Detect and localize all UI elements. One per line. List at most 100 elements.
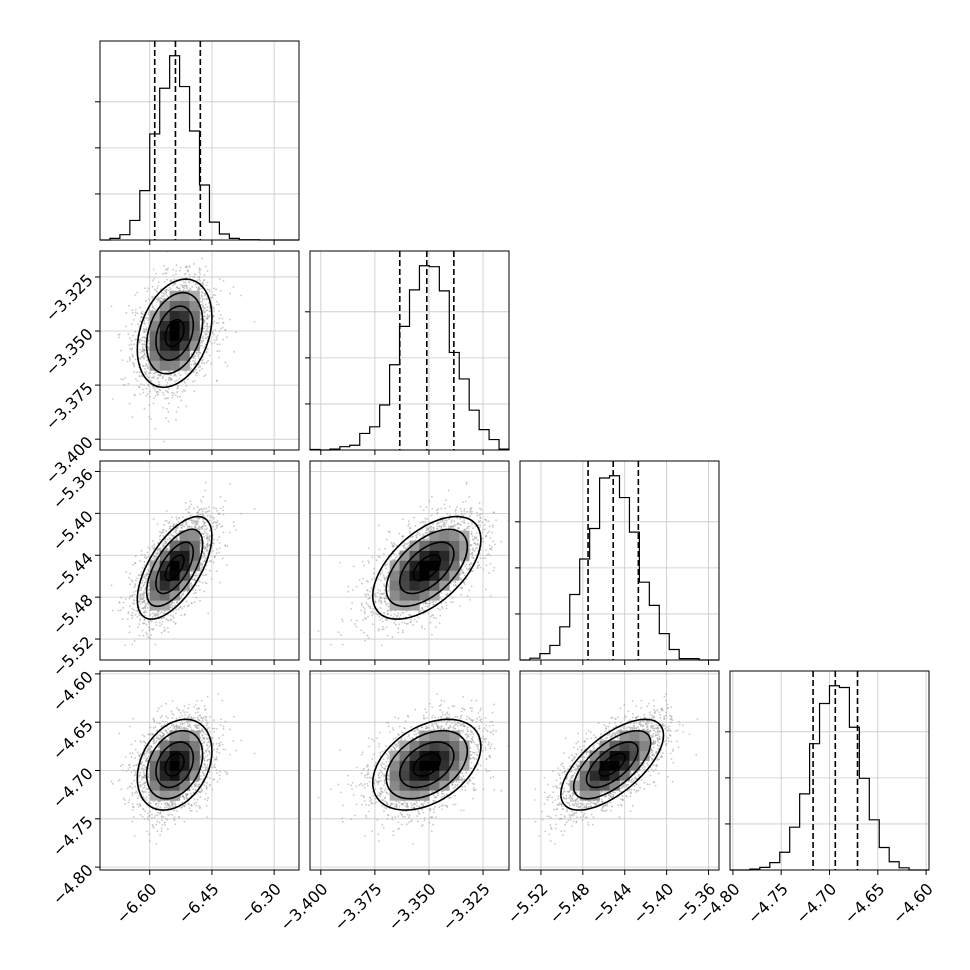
scatter-point	[150, 418, 152, 421]
scatter-point	[153, 543, 155, 546]
scatter-point	[209, 516, 212, 519]
scatter-point	[138, 574, 141, 577]
scatter-point	[142, 607, 145, 609]
scatter-point	[206, 533, 209, 536]
scatter-point	[195, 591, 197, 594]
scatter-point	[229, 318, 231, 321]
scatter-point	[208, 288, 211, 291]
scatter-point	[128, 304, 130, 307]
scatter-point	[222, 513, 225, 516]
scatter-point	[202, 304, 205, 307]
scatter-point	[162, 295, 165, 297]
scatter-point	[202, 574, 204, 577]
scatter-point	[188, 265, 191, 267]
scatter-point	[190, 363, 193, 366]
scatter-point	[138, 597, 141, 599]
scatter-point	[235, 529, 238, 531]
scatter-point	[163, 616, 166, 619]
scatter-point	[148, 404, 151, 407]
scatter-point	[169, 374, 172, 376]
scatter-point	[152, 375, 155, 378]
scatter-point	[165, 288, 168, 291]
scatter-point	[172, 615, 174, 617]
scatter-point	[204, 265, 207, 268]
scatter-point	[144, 557, 147, 560]
scatter-point	[221, 317, 224, 320]
scatter-point	[134, 294, 137, 296]
scatter-point	[196, 574, 198, 576]
scatter-point	[170, 618, 173, 621]
scatter-point	[206, 325, 209, 328]
scatter-point	[143, 564, 146, 567]
scatter-point	[196, 506, 199, 509]
scatter-point	[122, 607, 125, 609]
scatter-point	[208, 539, 211, 542]
scatter-point	[143, 354, 146, 357]
scatter-point	[134, 555, 137, 558]
scatter-point	[229, 292, 232, 295]
scatter-point	[169, 614, 172, 617]
scatter-point	[183, 287, 186, 290]
scatter-point	[213, 333, 215, 336]
scatter-point	[191, 359, 194, 362]
scatter-point	[209, 514, 211, 517]
scatter-point	[196, 352, 198, 354]
scatter-point	[141, 579, 144, 582]
scatter-point	[220, 507, 222, 510]
scatter-point	[191, 380, 194, 383]
scatter-point	[161, 610, 163, 613]
scatter-point	[218, 303, 221, 306]
scatter-point	[209, 296, 212, 299]
scatter-point	[225, 336, 228, 339]
scatter-point	[155, 289, 158, 292]
scatter-point	[204, 307, 206, 310]
scatter-point	[110, 305, 113, 308]
scatter-point	[178, 372, 180, 375]
scatter-point	[213, 506, 215, 509]
scatter-point	[162, 377, 164, 380]
scatter-point	[158, 384, 161, 386]
scatter-point	[147, 313, 150, 316]
scatter-point	[148, 629, 151, 632]
scatter-point	[190, 367, 193, 370]
scatter-point	[133, 609, 135, 611]
scatter-point	[133, 640, 136, 642]
scatter-point	[202, 358, 204, 361]
scatter-point	[141, 566, 144, 569]
scatter-point	[165, 407, 168, 410]
scatter-point	[202, 525, 204, 528]
scatter-point	[149, 548, 152, 550]
scatter-point	[203, 298, 205, 301]
panel-frame	[99, 40, 300, 241]
scatter-point	[156, 393, 159, 396]
scatter-point	[175, 532, 178, 535]
scatter-point	[193, 276, 196, 278]
scatter-point	[121, 618, 124, 620]
scatter-point	[206, 323, 208, 325]
scatter-point	[201, 563, 204, 565]
scatter-point	[191, 578, 194, 581]
scatter-point	[153, 387, 155, 389]
scatter-point	[189, 275, 192, 278]
scatter-point	[186, 590, 189, 593]
scatter-point	[174, 282, 177, 285]
scatter-point	[155, 624, 158, 626]
scatter-point	[158, 535, 161, 538]
scatter-point	[191, 521, 193, 524]
scatter-point	[224, 329, 227, 332]
scatter-point	[194, 374, 197, 377]
scatter-point	[203, 294, 206, 297]
scatter-point	[208, 506, 210, 508]
scatter-point	[173, 380, 176, 383]
scatter-point	[193, 390, 196, 393]
scatter-point	[216, 509, 218, 512]
scatter-point	[136, 291, 138, 294]
scatter-point	[197, 584, 200, 587]
scatter-point	[155, 298, 158, 301]
scatter-point	[198, 271, 201, 274]
scatter-point	[199, 526, 201, 529]
scatter-point	[147, 318, 150, 321]
scatter-point	[145, 300, 147, 302]
scatter-point	[173, 374, 175, 377]
scatter-point	[204, 524, 207, 527]
